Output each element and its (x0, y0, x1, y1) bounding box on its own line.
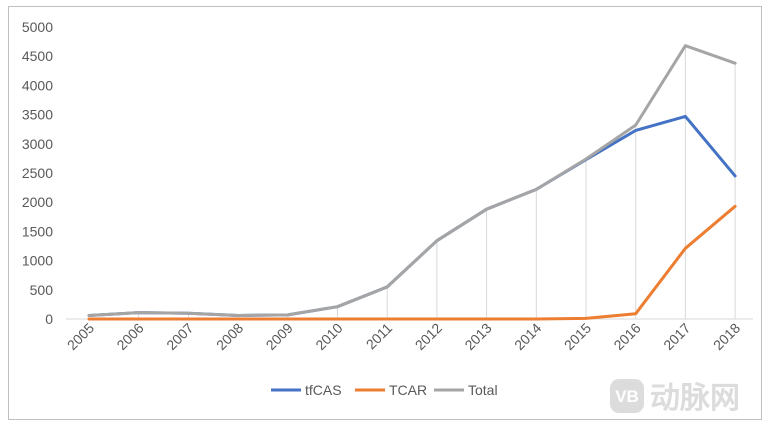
legend-label-total: Total (468, 382, 498, 398)
y-tick-label-2500: 2500 (22, 165, 53, 181)
legend-label-tfcas: tfCAS (305, 382, 342, 398)
series-line-total (87, 44, 737, 317)
watermark: VB 动脉网 (610, 379, 740, 416)
x-tick-label-2006: 2006 (113, 320, 146, 353)
x-tick-label-2014: 2014 (511, 320, 544, 353)
x-tick-label-2016: 2016 (610, 320, 643, 353)
y-tick-label-4500: 4500 (22, 48, 53, 64)
x-tick-label-2009: 2009 (263, 320, 296, 353)
series-group (87, 44, 737, 321)
watermark-logo-letters: VB (615, 387, 639, 406)
y-tick-label-3000: 3000 (22, 136, 53, 152)
series-line-tfcas (87, 114, 737, 317)
y-tick-label-1000: 1000 (22, 253, 53, 269)
legend-label-tcar: TCAR (389, 382, 427, 398)
x-tick-label-2017: 2017 (660, 320, 693, 353)
y-tick-label-500: 500 (30, 282, 54, 298)
chart-frame: 0 500 1000 1500 2000 2500 3000 3500 4000 4500 5000… (8, 6, 762, 420)
series-line-tcar (87, 204, 737, 321)
y-tick-label-3500: 3500 (22, 107, 53, 123)
x-tick-label-2005: 2005 (64, 320, 97, 353)
x-tick-label-2007: 2007 (163, 320, 196, 353)
x-tick-label-2013: 2013 (461, 320, 494, 353)
x-tick-label-2018: 2018 (710, 320, 743, 353)
y-axis: 0 500 1000 1500 2000 2500 3000 3500 4000 4500 5000 (22, 19, 53, 327)
x-tick-label-2011: 2011 (363, 320, 396, 353)
y-tick-label-1500: 1500 (22, 223, 53, 239)
watermark-text: 动脉网 (650, 381, 740, 416)
y-tick-label-5000: 5000 (22, 19, 53, 35)
y-tick-label-2000: 2000 (22, 194, 53, 210)
watermark-logo-icon (610, 379, 644, 413)
x-axis: 2005 2006 2007 2008 2009 2010 2011 2012 2013 2014… (64, 320, 744, 353)
line-chart: 0 500 1000 1500 2000 2500 3000 3500 4000 4500 5000… (22, 19, 753, 416)
x-tick-label-2012: 2012 (412, 320, 445, 353)
drop-lines (138, 45, 736, 319)
y-tick-label-4000: 4000 (22, 77, 53, 93)
x-tick-label-2008: 2008 (213, 320, 246, 353)
legend: tfCAS TCAR Total (271, 382, 498, 398)
y-tick-label-0: 0 (45, 311, 53, 327)
x-tick-label-2010: 2010 (312, 320, 345, 353)
x-tick-label-2015: 2015 (561, 320, 594, 353)
